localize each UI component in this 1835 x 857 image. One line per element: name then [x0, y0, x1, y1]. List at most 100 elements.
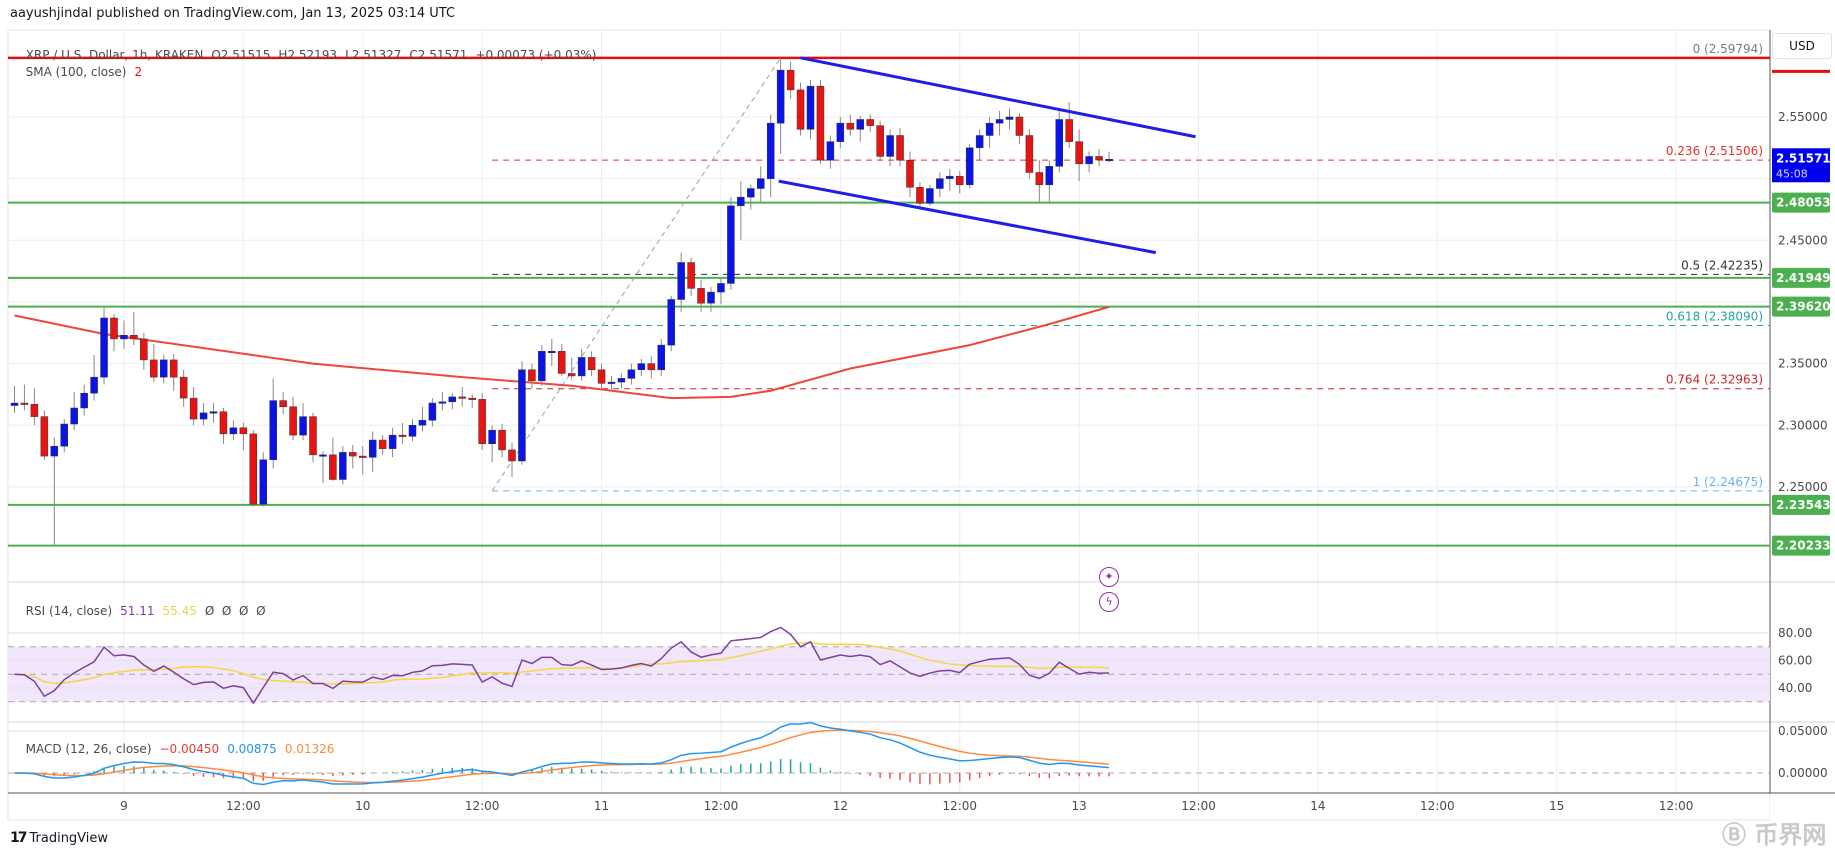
candle-up — [995, 119, 1004, 124]
candle-up — [538, 351, 546, 382]
candle-up — [1045, 166, 1054, 186]
candle-up — [418, 420, 427, 426]
candle-up — [518, 369, 526, 462]
sma-value: 2 — [134, 65, 143, 79]
candle-down — [20, 402, 29, 405]
candle-up — [80, 392, 88, 409]
sparkle-icon[interactable]: ✦ — [1099, 567, 1119, 587]
rsi-axis-label: 40.00 — [1778, 681, 1812, 695]
candle-up — [408, 425, 417, 437]
publisher-line: aayushjindal published on TradingView.co… — [10, 6, 456, 21]
currency-button[interactable]: USD — [1772, 33, 1832, 59]
candle-down — [498, 429, 506, 451]
candle-up — [1105, 159, 1113, 162]
candle-down — [309, 416, 317, 456]
candle-down — [279, 400, 287, 408]
macd-line-value: 0.00875 — [227, 742, 277, 756]
candle-up — [488, 429, 496, 444]
candle-up — [946, 175, 954, 179]
candle-down — [866, 119, 874, 126]
candle-up — [299, 416, 307, 436]
time-axis-label: 11 — [594, 799, 609, 813]
candle-up — [1005, 116, 1014, 120]
level-price-tag — [1772, 296, 1830, 317]
candle-up — [100, 317, 108, 378]
macd-axis-label: 0.00000 — [1778, 766, 1828, 780]
fib-level-label: 1 (2.24675) — [1693, 475, 1763, 489]
last-price-tag — [1772, 148, 1830, 183]
candle-down — [687, 262, 695, 289]
candle-down — [30, 404, 39, 417]
candle-down — [219, 411, 228, 435]
candle-up — [657, 344, 665, 371]
candle-up — [677, 262, 685, 300]
candle-down — [876, 125, 884, 157]
lightning-icon[interactable]: ϟ — [1099, 592, 1119, 612]
sma-legend[interactable]: SMA (100, close) 2 — [18, 51, 150, 79]
rsi-line — [14, 626, 1110, 705]
ohlc-close: C2.51571 — [409, 48, 468, 62]
candle-up — [548, 351, 556, 354]
tradingview-brand[interactable]: TradingView — [29, 830, 109, 846]
candle-up — [856, 119, 864, 130]
macd-legend[interactable]: MACD (12, 26, close) −0.00450 0.00875 0.013… — [18, 728, 342, 756]
candle-down — [528, 369, 536, 382]
candle-up — [319, 454, 327, 457]
candle-up — [160, 359, 168, 378]
candle-down — [378, 439, 387, 449]
time-axis-label: 12 — [833, 799, 848, 813]
level-price-tag-text: 2.23543 — [1776, 498, 1831, 512]
candle-down — [916, 187, 924, 204]
level-price-tag — [1772, 192, 1830, 213]
candle-down — [786, 69, 795, 91]
symbol-title[interactable]: XRP / U.S. Dollar, 1h, KRAKEN — [25, 48, 204, 62]
candle-down — [1095, 156, 1103, 161]
candle-down — [140, 338, 148, 361]
time-axis-label: 12:00 — [465, 799, 500, 813]
candle-up — [70, 407, 78, 425]
price-axis-label: 2.45000 — [1778, 233, 1828, 247]
candle-up — [727, 205, 735, 284]
fib-trend-line — [491, 57, 782, 492]
time-axis-label: 15 — [1549, 799, 1564, 813]
level-price-tag — [1772, 267, 1830, 288]
time-axis-label: 12:00 — [226, 799, 261, 813]
candle-up — [368, 439, 377, 458]
price-axis-label: 2.35000 — [1778, 357, 1828, 371]
level-price-tag-text: 2.48053 — [1776, 196, 1831, 210]
candle-up — [1085, 156, 1093, 165]
fib-level-label: 0 (2.59794) — [1693, 42, 1763, 56]
candle-up — [667, 299, 675, 346]
ohlc-high: H2.52193 — [278, 48, 338, 62]
candle-up — [388, 434, 397, 449]
candle-up — [259, 459, 267, 505]
fib-level-label: 0.5 (2.42235) — [1681, 258, 1763, 272]
candle-up — [10, 402, 19, 406]
rsi-ma-value: 55.45 — [162, 604, 197, 618]
candle-down — [179, 376, 188, 399]
candle-up — [926, 188, 934, 204]
candle-down — [846, 122, 855, 130]
candle-down — [1065, 119, 1073, 142]
candle-down — [468, 397, 476, 400]
candle-up — [577, 357, 586, 377]
candle-up — [806, 85, 815, 130]
candle-up — [965, 147, 974, 186]
candle-down — [1075, 141, 1083, 165]
candle-up — [617, 378, 626, 383]
watermark: Ⓑ 币界网 — [1722, 821, 1827, 849]
candle-up — [229, 427, 238, 435]
candle-down — [40, 416, 49, 457]
candle-up — [637, 363, 646, 371]
candle-down — [597, 369, 606, 384]
rsi-legend[interactable]: RSI (14, close) 51.11 55.45 Ø Ø Ø Ø — [18, 590, 274, 618]
candle-down — [1025, 135, 1034, 173]
time-axis-label: 9 — [120, 799, 128, 813]
candle-up — [90, 376, 98, 394]
level-price-tag-text: 2.39620 — [1776, 300, 1831, 314]
candle-down — [796, 89, 805, 130]
channel-upper-line — [800, 56, 1196, 139]
candle-up — [886, 135, 894, 157]
candle-up — [339, 452, 347, 480]
